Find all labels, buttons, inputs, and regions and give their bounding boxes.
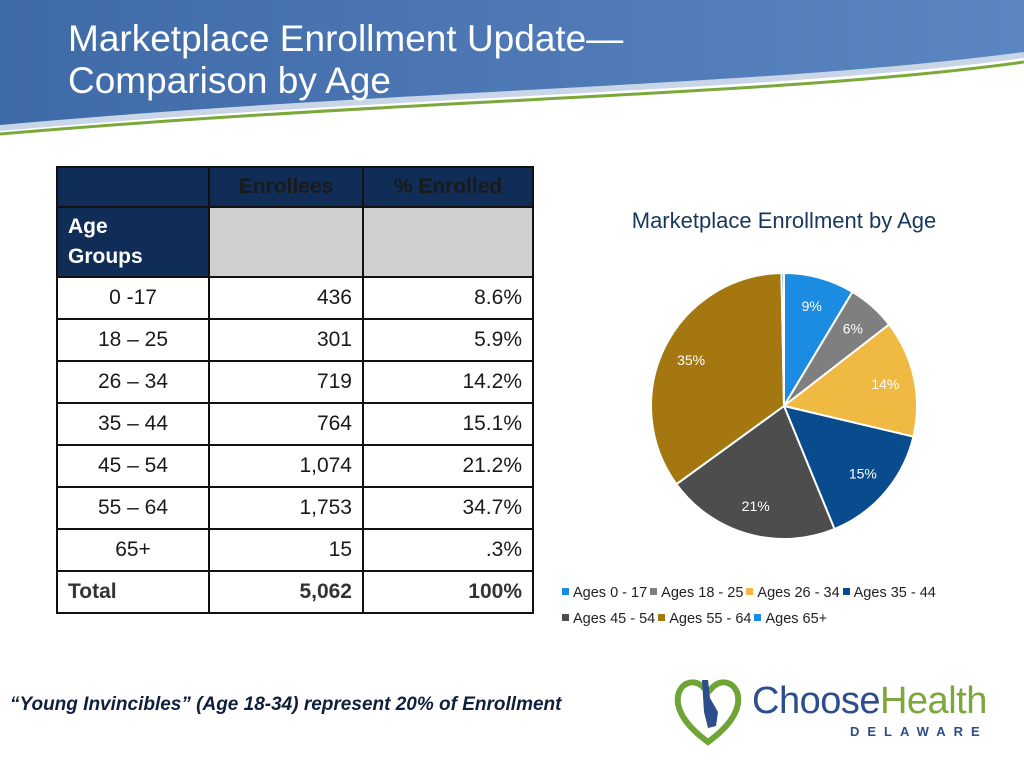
table-row: 45 – 54 1,074 21.2% (56, 444, 534, 488)
age-groups-label: Age Groups (56, 206, 210, 278)
legend-swatch (658, 613, 666, 621)
age-cell: 0 -17 (56, 276, 210, 320)
age-groups-blank-cell (362, 206, 534, 278)
legend-item: Ages 65+ (754, 606, 827, 632)
legend-item: Ages 18 - 25 (650, 580, 743, 606)
pie-slice-ages-55-64 (650, 272, 786, 486)
logo-subtitle: DELAWARE (850, 724, 988, 739)
enrollees-cell: 1,753 (208, 486, 364, 530)
pie-data-label: 14% (871, 376, 899, 392)
legend-item: Ages 45 - 54 (562, 606, 655, 632)
header-enrollees: Enrollees (208, 166, 364, 208)
pct-cell: 34.7% (362, 486, 534, 530)
total-row: Total 5,062 100% (56, 570, 534, 614)
heart-state-icon (674, 679, 742, 746)
age-cell: 26 – 34 (56, 360, 210, 404)
choose-health-logo (674, 679, 742, 746)
age-groups-label-line-2: Groups (68, 245, 143, 268)
logo-wordmark: ChooseHealth (752, 680, 987, 723)
legend-label: Ages 35 - 44 (853, 585, 936, 601)
logo-wordmark-choose: Choose (752, 680, 880, 722)
legend-item: Ages 35 - 44 (842, 580, 936, 606)
pct-cell: 14.2% (362, 360, 534, 404)
table-row: 18 – 25 301 5.9% (56, 318, 534, 362)
legend-item: Ages 55 - 64 (658, 606, 751, 632)
enrollees-cell: 764 (208, 402, 364, 446)
young-invincibles-quote: “Young Invincibles” (Age 18-34) represen… (10, 694, 562, 715)
age-cell: 18 – 25 (56, 318, 210, 362)
legend-label: Ages 55 - 64 (669, 611, 752, 627)
enrollees-cell: 301 (208, 318, 364, 362)
age-groups-label-line-1: Age (68, 215, 108, 238)
legend-swatch (562, 587, 569, 595)
chart-title: Marketplace Enrollment by Age (631, 208, 937, 233)
pie-data-label: 21% (742, 498, 770, 514)
enrollees-cell: 436 (208, 276, 364, 320)
pie-chart: 9% 6% 14% 15% 21% 35% (650, 271, 918, 540)
legend-label: Ages 18 - 25 (661, 585, 744, 601)
legend-item: Ages 26 - 34 (746, 580, 840, 606)
total-enrollees: 5,062 (208, 570, 364, 614)
legend-label: Ages 65+ (765, 611, 828, 627)
enrollees-cell: 15 (208, 528, 364, 572)
table-row: 0 -17 436 8.6% (56, 276, 534, 320)
age-cell: 35 – 44 (56, 402, 210, 446)
title-line-2: Comparison by Age (68, 60, 391, 101)
enrollees-cell: 719 (208, 360, 364, 404)
legend-swatch (842, 587, 850, 595)
legend-swatch (562, 613, 569, 621)
enrollees-cell: 1,074 (208, 444, 364, 488)
pie-data-label: 6% (843, 320, 863, 336)
legend-swatch (754, 613, 762, 621)
table-row: 55 – 64 1,753 34.7% (56, 486, 534, 530)
chart-legend: Ages 0 - 17 Ages 18 - 25 Ages 26 - 34 Ages … (562, 580, 1022, 632)
pie-slice-ages-26-34 (781, 323, 918, 438)
pct-cell: 5.9% (362, 318, 534, 362)
legend-label: Ages 45 - 54 (573, 611, 656, 627)
total-pct: 100% (362, 570, 534, 614)
table-header-row: Enrollees % Enrolled (56, 166, 534, 208)
table-row: 26 – 34 719 14.2% (56, 360, 534, 404)
age-cell: 65+ (56, 528, 210, 572)
age-cell: 55 – 64 (56, 486, 210, 530)
age-groups-row: Age Groups (56, 206, 534, 278)
age-cell: 45 – 54 (56, 444, 210, 488)
title-banner (0, 0, 1024, 136)
header-blank (56, 166, 210, 208)
legend-label: Ages 26 - 34 (757, 585, 840, 601)
pct-cell: 21.2% (362, 444, 534, 488)
header-pct-enrolled: % Enrolled (362, 166, 534, 208)
pct-cell: 8.6% (362, 276, 534, 320)
age-groups-blank-cell (208, 206, 364, 278)
logo-wordmark-health: Health (879, 680, 987, 722)
pct-cell: .3% (362, 528, 534, 572)
table-row: 35 – 44 764 15.1% (56, 402, 534, 446)
page-title: Marketplace Enrollment Update— Compariso… (68, 18, 623, 102)
pie-slice-ages-45-54 (675, 404, 836, 540)
pie-slice-ages-35-44 (782, 404, 915, 531)
pct-cell: 15.1% (362, 402, 534, 446)
pie-data-label: 35% (677, 352, 705, 368)
title-line-1: Marketplace Enrollment Update— (68, 18, 624, 59)
total-label: Total (56, 570, 210, 614)
legend-swatch (746, 587, 754, 595)
legend-label: Ages 0 - 17 (573, 585, 648, 601)
pie-data-label: 15% (849, 465, 877, 481)
legend-item: Ages 0 - 17 (562, 580, 647, 606)
table-row: 65+ 15 .3% (56, 528, 534, 572)
enrollment-table: Enrollees % Enrolled Age Groups 0 -17 43… (56, 166, 534, 614)
pie-slice-ages-65 (780, 271, 785, 407)
pie-data-label: 9% (802, 298, 822, 314)
legend-swatch (650, 587, 658, 595)
